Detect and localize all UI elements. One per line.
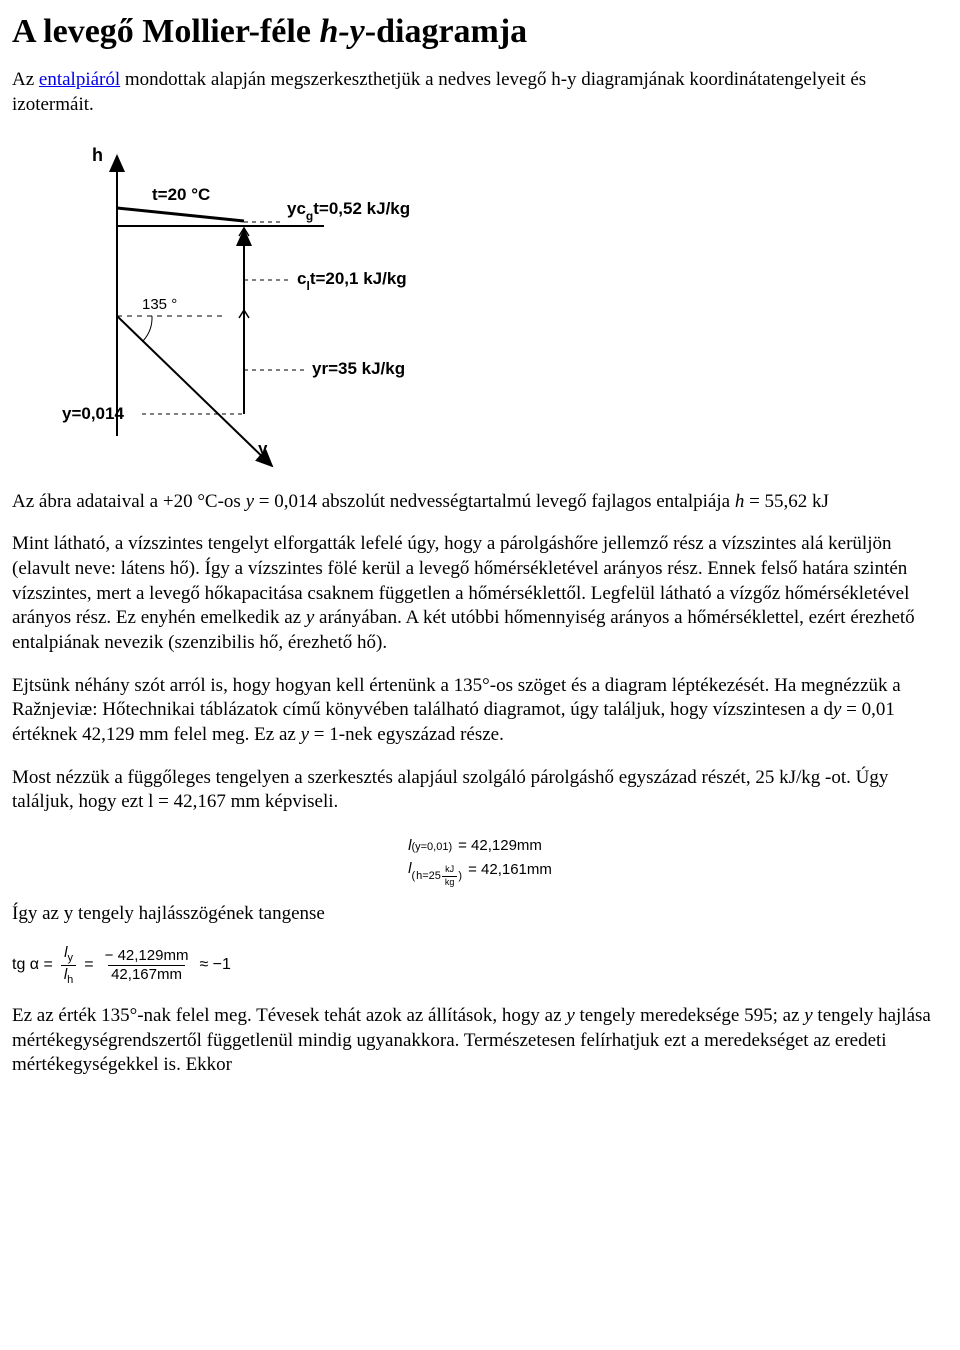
p7-b: tengely meredeksége 595; az <box>575 1005 804 1026</box>
label-cl: clt=20,1 kJ/kg <box>297 269 407 293</box>
label-yeq: y=0,014 <box>62 404 124 423</box>
eq2-approx: ≈ −1 <box>199 955 230 976</box>
mollier-diagram: h y 135 ° t=20 °C ycgt=0,52 kJ/kg clt=20… <box>12 136 948 476</box>
p2-c: = 55,62 kJ <box>744 491 829 512</box>
eq1-r2-rhs: = 42,161mm <box>468 860 552 880</box>
intro-text-1: Az <box>12 69 39 90</box>
equation-block-1: l (y=0,01) = 42,129mm l ( h=25 kJ kg ) <box>12 833 948 884</box>
p4-c: = 1-nek egyszázad része. <box>309 724 504 745</box>
eq2-num: − 42,129mm <box>102 948 192 966</box>
intro-text-2: mondottak alapján megszerkeszthetjük a n… <box>12 69 866 115</box>
eq1-r2-h25: h=25 <box>416 871 441 882</box>
label-yc: ycgt=0,52 kJ/kg <box>287 199 410 223</box>
title-suffix: -diagramja <box>365 13 527 50</box>
intro-paragraph: Az entalpiáról mondottak alapján megszer… <box>12 68 948 117</box>
eq1-r1-rhs: = 42,129mm <box>458 836 542 856</box>
label-angle: 135 ° <box>142 296 177 313</box>
paragraph-6: Így az y tengely hajlásszögének tangense <box>12 902 948 927</box>
paragraph-7: Ez az érték 135°-nak felel meg. Tévesek … <box>12 1004 948 1078</box>
entalpia-link[interactable]: entalpiáról <box>39 69 120 90</box>
equation-block-2: tg α = ly lh = − 42,129mm 42,167mm ≈ −1 <box>12 945 948 986</box>
paragraph-5: Most nézzük a függőleges tengelyen a sze… <box>12 766 948 815</box>
label-h: h <box>92 145 103 165</box>
eq1-r2-den: kg <box>442 876 458 888</box>
p4-a: Ejtsünk néhány szót arról is, hogy hogya… <box>12 675 901 721</box>
eq2-midnum-sub: y <box>67 952 73 964</box>
eq1-row2: l ( h=25 kJ kg ) = 42,161mm <box>408 859 552 882</box>
eq1-r2-rp: ) <box>458 871 462 882</box>
p2-b: = 0,014 abszolút nedvességtartalmú leveg… <box>254 491 735 512</box>
eq2-eq: = <box>84 955 93 976</box>
label-y: y <box>258 439 268 458</box>
eq2-midden-sub: h <box>67 974 73 986</box>
page-title: A levegő Mollier-féle h-y-diagramja <box>12 10 948 54</box>
label-yr: yr=35 kJ/kg <box>312 359 405 378</box>
paragraph-2: Az ábra adataival a +20 °C-os y = 0,014 … <box>12 490 948 515</box>
eq1-r1-sub: (y=0,01) <box>411 842 452 853</box>
p7-a: Ez az érték 135°-nak felel meg. Tévesek … <box>12 1005 566 1026</box>
p7-y2: y <box>804 1005 812 1026</box>
eq1-row1: l (y=0,01) = 42,129mm <box>408 836 552 856</box>
p7-y1: y <box>566 1005 574 1026</box>
paragraph-4: Ejtsünk néhány szót arról is, hogy hogya… <box>12 674 948 748</box>
p4-y2: y <box>301 724 309 745</box>
eq2-lhs: tg α = <box>12 955 53 976</box>
eq2-den: 42,167mm <box>108 965 185 984</box>
p2-h: h <box>735 491 745 512</box>
diagram-svg: h y 135 ° t=20 °C ycgt=0,52 kJ/kg clt=20… <box>12 136 482 476</box>
p2-a: Az ábra adataival a +20 °C-os <box>12 491 246 512</box>
p2-y: y <box>246 491 254 512</box>
paragraph-3: Mint látható, a vízszintes tengelyt elfo… <box>12 532 948 655</box>
title-italic: h-y <box>319 13 364 50</box>
eq1-r2-num: kJ <box>442 865 457 876</box>
eq1-r2-lp: ( <box>411 871 415 882</box>
label-t20: t=20 °C <box>152 185 210 204</box>
title-prefix: A levegő Mollier-féle <box>12 13 319 50</box>
